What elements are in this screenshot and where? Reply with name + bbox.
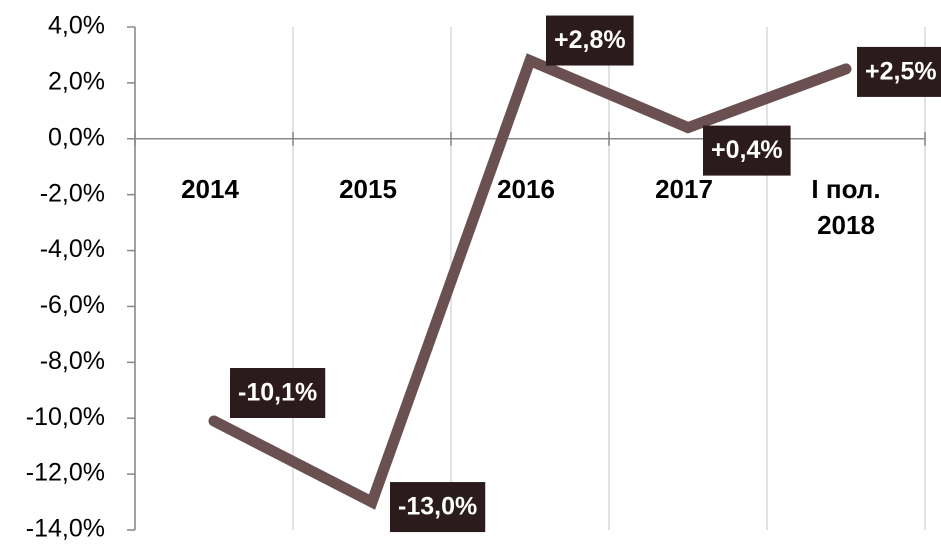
data-label-box — [857, 46, 941, 97]
data-label-box — [390, 482, 486, 533]
x-tick-label: 2017 — [655, 173, 713, 204]
y-tick-label: 4,0% — [48, 12, 105, 40]
y-tick-label: -2,0% — [40, 179, 105, 207]
x-tick-label: 2014 — [181, 173, 239, 204]
line — [208, 53, 852, 510]
y-tick-label: 0,0% — [48, 123, 105, 151]
data-label-box — [703, 125, 791, 176]
y-tick-label: -12,0% — [26, 459, 105, 487]
y-tick-label: -10,0% — [26, 403, 105, 431]
data-label-box — [230, 368, 326, 419]
x-tick-label: I пол. 2018 — [811, 173, 881, 240]
data-label: -13,0% — [398, 493, 477, 521]
y-tick-label: -6,0% — [40, 291, 105, 319]
y-tick-label: -14,0% — [26, 515, 105, 543]
data-label: +0,4% — [711, 136, 783, 164]
y-tick-label: 2,0% — [48, 67, 105, 95]
data-label-box — [546, 15, 634, 66]
x-tick-label: 2015 — [339, 173, 397, 204]
data-label: +2,5% — [865, 58, 937, 86]
y-tick-label: -4,0% — [40, 235, 105, 263]
data-label: -10,1% — [238, 379, 317, 407]
data-label: +2,8% — [554, 26, 626, 54]
x-tick-label: 2016 — [497, 173, 555, 204]
y-tick-label: -8,0% — [40, 347, 105, 375]
